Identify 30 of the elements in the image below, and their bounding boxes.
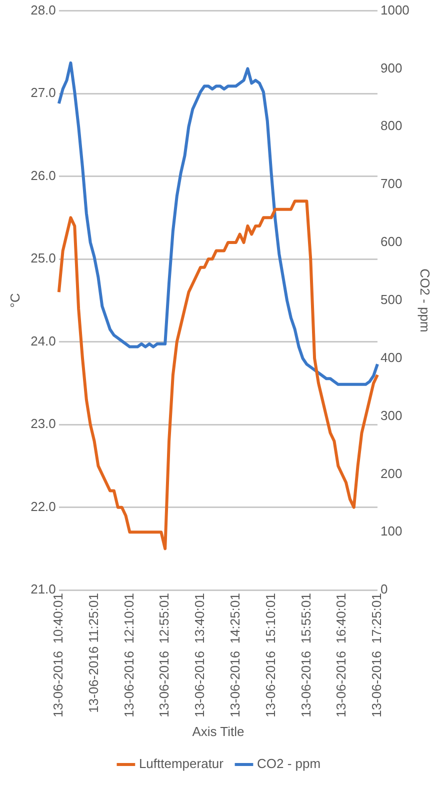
y2-tick-label: 200 bbox=[380, 466, 402, 481]
y-tick-label: 25.0 bbox=[30, 250, 56, 266]
x-tick-label: 13-06-2016 15:55:01 bbox=[298, 593, 314, 718]
y2-tick-label: 700 bbox=[380, 176, 402, 192]
y-tick-label: 23.0 bbox=[30, 416, 56, 432]
y2-tick-label: 800 bbox=[380, 118, 402, 134]
y2-tick-label: 300 bbox=[380, 408, 402, 423]
y2-tick-label: 900 bbox=[380, 60, 402, 76]
y-tick-label: 27.0 bbox=[30, 85, 56, 100]
y-axis-title: °C bbox=[7, 293, 22, 308]
x-tick-label: 13-06-2016 15:10:01 bbox=[262, 593, 278, 718]
x-tick-label: 13-06-2016 16:40:01 bbox=[334, 593, 349, 718]
y2-tick-label: 1000 bbox=[380, 2, 410, 18]
x-tick-label: 13-06-2016 14:25:01 bbox=[227, 593, 242, 718]
x-tick-label: 13-06-2016 13:40:01 bbox=[192, 593, 208, 718]
y-tick-label: 22.0 bbox=[30, 498, 56, 514]
legend-label: Lufttemperatur bbox=[138, 756, 224, 772]
y2-axis-title: CO2 - ppm bbox=[418, 268, 433, 332]
y2-tick-label: 100 bbox=[380, 524, 402, 539]
x-tick-label: 13-06-2016 12:55:01 bbox=[156, 593, 172, 718]
y2-tick-label: 400 bbox=[380, 350, 402, 365]
y-tick-label: 28.0 bbox=[30, 2, 56, 18]
x-tick-label: 13-06-2016 11:25:01 bbox=[86, 593, 101, 713]
legend-label: CO2 - ppm bbox=[256, 756, 321, 772]
y2-tick-label: 500 bbox=[380, 292, 402, 308]
y2-tick-label: 600 bbox=[380, 234, 402, 250]
y-tick-label: 26.0 bbox=[30, 168, 56, 183]
x-tick-label: 13-06-2016 12:10:01 bbox=[121, 593, 136, 718]
x-axis-title: Axis Title bbox=[192, 724, 244, 739]
y-tick-label: 24.0 bbox=[30, 333, 56, 348]
